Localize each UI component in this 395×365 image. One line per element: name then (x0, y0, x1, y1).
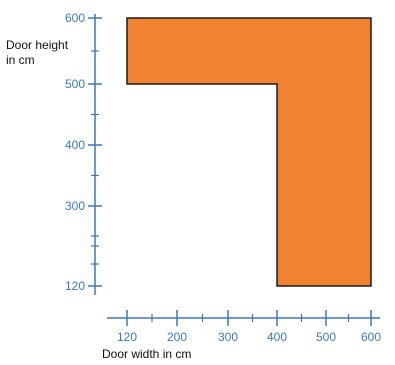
y-tick-label: 600 (65, 11, 85, 25)
x-tick-label: 500 (316, 330, 336, 344)
y-ticks: 120 300 400 500 600 (65, 11, 102, 293)
x-tick-label: 300 (218, 330, 238, 344)
x-ticks: 120 200 300 400 500 600 (117, 310, 381, 344)
y-tick-label: 300 (65, 199, 85, 213)
x-axis-title: Door width in cm (102, 347, 191, 361)
x-tick-label: 400 (267, 330, 287, 344)
x-tick-label: 600 (361, 330, 381, 344)
y-axis-title-line-1: Door height (6, 38, 69, 52)
y-axis-title-line-2: in cm (6, 53, 35, 67)
region-layer (126, 17, 372, 287)
feasible-region (126, 17, 372, 287)
y-tick-label: 120 (65, 279, 85, 293)
y-tick-label: 500 (65, 77, 85, 91)
x-tick-label: 120 (117, 330, 137, 344)
y-tick-label: 400 (65, 138, 85, 152)
x-tick-label: 200 (167, 330, 187, 344)
